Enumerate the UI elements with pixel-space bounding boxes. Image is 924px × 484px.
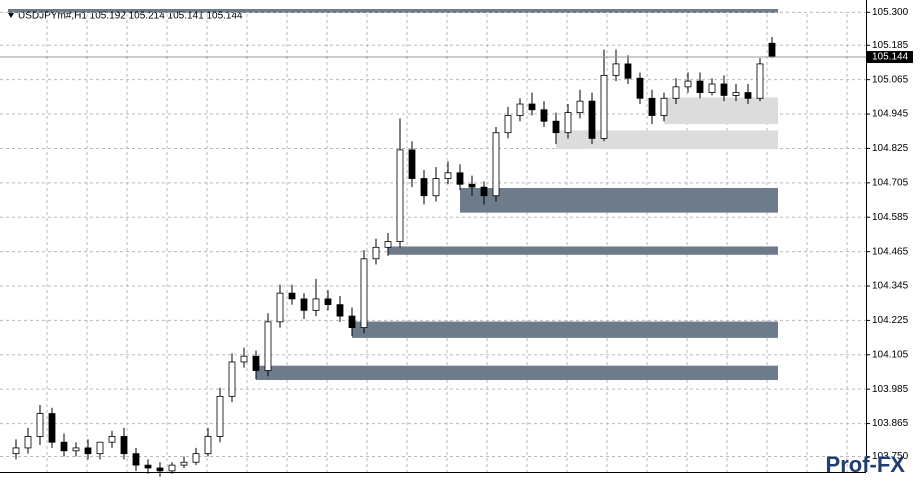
y-tick-label: 105.185 [872, 40, 909, 51]
candle-body [336, 304, 344, 317]
y-tick-label: 104.705 [872, 177, 909, 188]
y-tick-label: 105.300 [872, 7, 909, 18]
candle-body [108, 436, 116, 443]
candle-body [648, 97, 656, 116]
y-tick-label: 104.105 [872, 349, 909, 360]
candle-body [516, 103, 524, 116]
candle-body [372, 246, 380, 260]
candle-body [528, 103, 536, 111]
zone [664, 97, 778, 125]
candle-body [24, 436, 32, 449]
candle-body [300, 298, 308, 311]
candle-body [624, 63, 632, 79]
candle-body [456, 172, 464, 185]
y-tick-label: 104.225 [872, 315, 909, 326]
candle-body [192, 453, 200, 463]
menu-arrow [8, 13, 14, 18]
candle-body [420, 178, 428, 197]
candle-body [60, 441, 68, 452]
y-tick-label: 104.825 [872, 143, 909, 154]
zone [388, 246, 778, 255]
y-tick-label: 104.585 [872, 212, 909, 223]
y-tick-label: 104.465 [872, 246, 909, 257]
zone [352, 321, 778, 338]
candle-body [72, 447, 80, 452]
y-tick-label: 103.750 [872, 451, 909, 462]
candle-body [264, 321, 272, 371]
candle-body [312, 298, 320, 311]
candle-body [204, 436, 212, 455]
candle-body [48, 413, 56, 443]
chart-title: USDJPYm#,H1 105.192 105.214 105.141 105.… [18, 11, 243, 22]
candle-body [696, 80, 704, 93]
candle-body [156, 467, 164, 472]
candle-body [348, 315, 356, 328]
candle-body [252, 355, 260, 371]
candle-body [168, 464, 176, 472]
candle-body [12, 447, 20, 455]
candle-body [132, 453, 140, 466]
zone [256, 365, 778, 381]
candle-body [480, 186, 488, 197]
candle-body [180, 461, 188, 466]
candle-body [600, 74, 608, 139]
candle-body [552, 120, 560, 134]
current-price-box [867, 51, 913, 64]
candle-body [396, 149, 404, 242]
candle-body [720, 83, 728, 96]
watermark: Prof-FX [826, 452, 906, 477]
y-tick-label: 104.345 [872, 281, 909, 292]
candle-body [492, 132, 500, 197]
candle-body [636, 77, 644, 99]
y-tick-label: 103.985 [872, 384, 909, 395]
candle-body [768, 42, 776, 58]
candle-body [144, 464, 152, 469]
candle-body [468, 183, 476, 188]
top-band [8, 9, 778, 13]
candle-body [576, 100, 584, 114]
candle-body [240, 355, 248, 363]
candle-body [588, 100, 596, 139]
candle-body [360, 258, 368, 328]
candle-body [744, 92, 752, 99]
candle-body [432, 178, 440, 197]
candle-body [408, 149, 416, 179]
candle-body [684, 80, 692, 88]
candle-body [756, 63, 764, 99]
zone [556, 130, 778, 150]
candle-body [504, 115, 512, 134]
current-price-label: 105.144 [872, 52, 909, 63]
candle-body [444, 172, 452, 179]
candle-body [216, 395, 224, 437]
candle-body [660, 97, 668, 116]
candle-body [288, 292, 296, 300]
y-tick-label: 103.865 [872, 418, 909, 429]
candle-body [324, 298, 332, 306]
candle-body [384, 241, 392, 248]
candle-body [228, 361, 236, 397]
candle-body [612, 63, 620, 76]
candle-body [36, 413, 44, 437]
candle-body [540, 109, 548, 122]
candle-body [564, 112, 572, 134]
candle-body [708, 83, 716, 93]
candle-body [96, 441, 104, 455]
candle-body [732, 92, 740, 96]
candle-body [120, 436, 128, 455]
candle-body [672, 86, 680, 99]
candle-body [276, 292, 284, 323]
y-tick-label: 104.945 [872, 109, 909, 120]
candle-body [84, 447, 92, 455]
y-tick-label: 105.065 [872, 74, 909, 85]
zone [460, 187, 778, 213]
